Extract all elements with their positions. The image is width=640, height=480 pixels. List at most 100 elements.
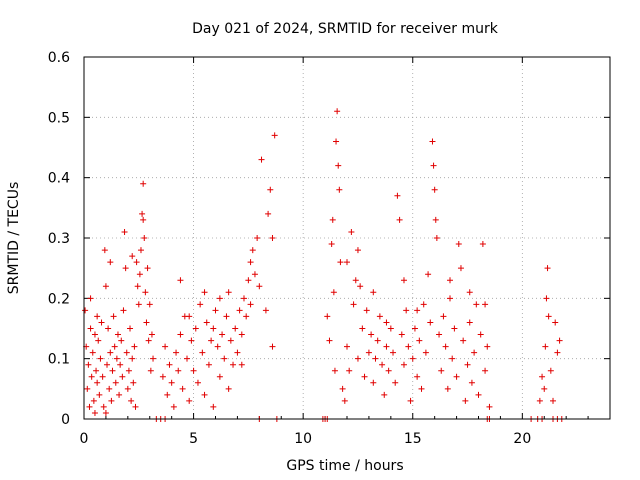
- data-point-marker: [447, 277, 454, 284]
- data-point-marker: [116, 391, 123, 398]
- data-point-marker: [95, 337, 102, 344]
- data-point-marker: [336, 186, 343, 193]
- data-point-marker: [133, 259, 140, 266]
- data-point-marker: [545, 313, 552, 320]
- data-point-marker: [135, 301, 142, 308]
- data-point-marker: [247, 301, 254, 308]
- data-point-marker: [348, 228, 355, 235]
- data-point-marker: [249, 247, 256, 254]
- data-point-marker: [128, 397, 135, 404]
- data-point-marker: [330, 289, 337, 296]
- data-point-marker: [91, 409, 98, 416]
- data-point-marker: [105, 325, 112, 332]
- data-point-marker: [479, 241, 486, 248]
- data-point-marker: [392, 379, 399, 386]
- data-point-marker: [234, 349, 241, 356]
- data-point-marker: [94, 379, 101, 386]
- data-point-marker: [433, 235, 440, 241]
- data-point-marker: [221, 355, 228, 362]
- data-point-marker: [432, 216, 439, 223]
- y-tick-label: 0.3: [48, 231, 70, 247]
- data-point-marker: [414, 307, 421, 314]
- data-point-marker: [227, 337, 234, 344]
- data-point-marker: [168, 379, 175, 386]
- data-point-marker: [90, 397, 97, 404]
- x-axis-label: GPS time / hours: [286, 458, 403, 474]
- data-point-marker: [82, 307, 89, 314]
- y-tick-labels: 0 0.1 0.2 0.3 0.4 0.5 0.6: [48, 50, 70, 428]
- data-point-marker: [381, 391, 388, 398]
- y-tick-label: 0.5: [48, 110, 70, 126]
- data-point-marker: [430, 162, 437, 169]
- data-point-marker: [225, 289, 232, 296]
- data-point-marker: [131, 343, 138, 350]
- data-point-marker: [136, 271, 143, 278]
- data-point-marker: [85, 361, 92, 368]
- data-point-marker: [238, 331, 245, 338]
- data-point-marker: [148, 331, 155, 338]
- data-point-marker: [374, 337, 381, 344]
- data-point-marker: [87, 295, 94, 302]
- data-point-marker: [376, 313, 383, 320]
- data-point-marker: [232, 325, 239, 332]
- data-point-marker: [197, 301, 204, 308]
- data-point-marker: [186, 313, 193, 320]
- data-point-marker: [124, 385, 131, 392]
- chart-title: Day 021 of 2024, SRMTID for receiver mur…: [192, 21, 499, 37]
- data-point-marker: [462, 397, 469, 404]
- x-tick-label: 5: [189, 431, 198, 447]
- data-point-marker: [385, 367, 392, 374]
- y-tick-label: 0.1: [48, 352, 70, 368]
- data-point-marker: [216, 373, 223, 380]
- data-point-marker: [536, 397, 543, 404]
- data-point-marker: [550, 397, 557, 404]
- data-point-marker: [267, 186, 274, 193]
- data-point-marker: [368, 331, 375, 338]
- data-point-marker: [177, 277, 184, 284]
- y-tick-label: 0.6: [48, 50, 70, 66]
- data-point-marker: [337, 259, 344, 266]
- data-point-marker: [271, 132, 278, 139]
- data-point-marker: [143, 319, 150, 326]
- data-point-marker: [329, 216, 336, 223]
- data-point-marker: [159, 373, 166, 380]
- data-point-marker: [354, 355, 361, 362]
- data-point-marker: [444, 385, 451, 392]
- data-point-marker: [130, 379, 137, 386]
- data-point-marker: [411, 325, 418, 332]
- data-point-marker: [554, 349, 561, 356]
- y-tick-label: 0.2: [48, 291, 70, 307]
- data-point-marker: [405, 343, 412, 350]
- data-point-marker: [556, 337, 563, 344]
- data-point-marker: [86, 403, 93, 410]
- data-point-marker: [464, 361, 471, 368]
- data-point-marker: [344, 259, 350, 266]
- data-point-marker: [186, 397, 193, 404]
- data-point-marker: [137, 247, 144, 254]
- data-point-marker: [141, 235, 148, 241]
- data-point-marker: [414, 373, 421, 380]
- data-point-marker: [223, 313, 230, 320]
- data-point-marker: [113, 355, 120, 362]
- data-point-marker: [370, 379, 377, 386]
- data-point-marker: [398, 331, 405, 338]
- data-point-marker: [212, 307, 219, 314]
- data-point-marker: [544, 265, 551, 272]
- data-point-marker: [354, 247, 361, 254]
- data-point-marker: [99, 373, 106, 380]
- data-point-marker: [102, 409, 109, 416]
- data-point-marker: [254, 235, 261, 241]
- data-points: [82, 108, 565, 422]
- data-point-marker: [199, 349, 206, 356]
- data-point-marker: [134, 283, 141, 290]
- data-point-marker: [400, 277, 407, 284]
- data-point-marker: [422, 349, 429, 356]
- data-point-marker: [123, 349, 130, 356]
- data-point-marker: [344, 343, 350, 350]
- data-point-marker: [170, 403, 177, 410]
- data-point-marker: [150, 355, 157, 362]
- data-point-marker: [87, 325, 94, 332]
- data-point-marker: [457, 265, 464, 272]
- data-point-marker: [372, 355, 379, 362]
- data-point-marker: [269, 235, 276, 241]
